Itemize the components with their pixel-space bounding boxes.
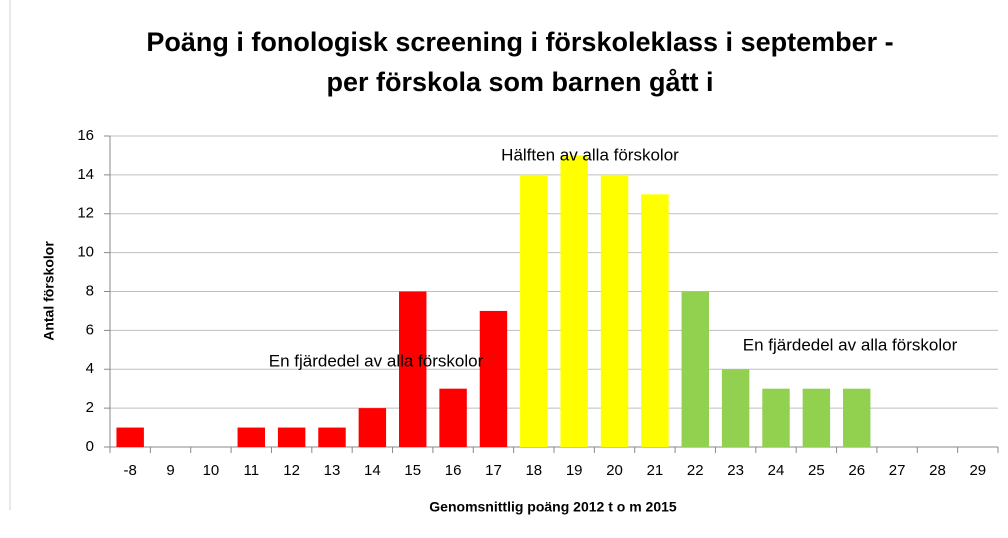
bar: [802, 388, 831, 447]
y-tick-label: 16: [77, 127, 94, 144]
y-tick-label: 4: [86, 360, 94, 377]
bar: [681, 291, 709, 447]
x-tick-label: 26: [848, 462, 865, 479]
y-tick-label: 6: [86, 321, 94, 338]
bar: [237, 427, 265, 447]
x-tick-label: 28: [929, 462, 946, 479]
y-tick-label: 12: [77, 205, 94, 222]
annotation: En fjärdedel av alla förskolor: [743, 335, 958, 354]
x-tick-label: 25: [808, 462, 825, 479]
bar: [439, 388, 467, 447]
x-tick-label: 11: [243, 462, 259, 479]
x-tick-label: 21: [647, 462, 664, 479]
y-tick-label: 14: [77, 166, 94, 183]
bar: [560, 155, 588, 447]
bar: [600, 174, 629, 447]
bar: [318, 427, 346, 447]
annotation: Hälften av alla förskolor: [501, 145, 679, 164]
x-tick-label: 18: [525, 462, 542, 479]
y-axis-label: Antal förskolor: [41, 241, 57, 341]
x-tick-label: 22: [687, 462, 704, 479]
x-tick-label: 19: [566, 462, 583, 479]
x-tick-label: 20: [606, 462, 623, 479]
bar: [358, 408, 387, 447]
bar: [762, 388, 790, 447]
bar: [116, 427, 144, 447]
chart-title: per förskola som barnen gått i: [326, 67, 713, 97]
y-tick-label: 2: [86, 399, 94, 416]
x-tick-label: 12: [283, 462, 300, 479]
y-tick-label: 8: [86, 282, 94, 299]
annotation: En fjärdedel av alla förskolor: [269, 351, 484, 370]
x-tick-label: 16: [445, 462, 462, 479]
y-tick-label: 10: [77, 244, 94, 261]
bar: [479, 310, 508, 447]
bar: [721, 369, 750, 447]
y-tick-label: 0: [86, 438, 94, 455]
x-tick-label: 10: [203, 462, 220, 479]
x-tick-label: 23: [727, 462, 744, 479]
x-tick-label: 24: [768, 462, 785, 479]
bar: [277, 427, 306, 447]
x-axis-label: Genomsnittlig poäng 2012 t o m 2015: [429, 499, 677, 515]
x-tick-label: 17: [485, 462, 502, 479]
x-tick-label: 13: [324, 462, 341, 479]
x-tick-label: 29: [969, 462, 986, 479]
bar: [399, 291, 427, 447]
x-tick-label: -8: [124, 462, 137, 479]
x-tick-label: 14: [364, 462, 381, 479]
bar: [641, 194, 669, 447]
bar: [520, 174, 548, 447]
bar: [843, 388, 871, 447]
x-tick-label: 27: [889, 462, 906, 479]
chart-title: Poäng i fonologisk screening i förskolek…: [146, 27, 893, 57]
x-tick-label: 15: [404, 462, 421, 479]
x-tick-label: 9: [166, 462, 174, 479]
